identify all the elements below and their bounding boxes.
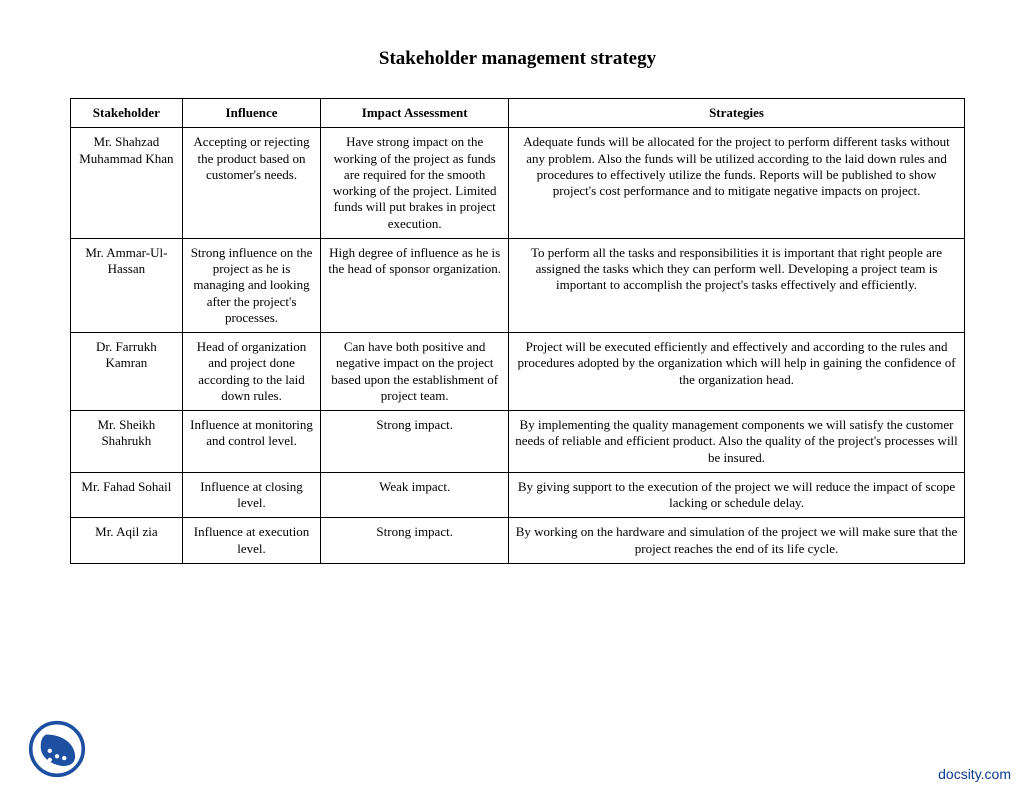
col-impact: Impact Assessment — [321, 99, 509, 128]
cell-impact: High degree of influence as he is the he… — [321, 238, 509, 332]
cell-stakeholder: Mr. Aqil zia — [71, 518, 183, 564]
table-row: Mr. Fahad Sohail Influence at closing le… — [71, 472, 965, 518]
table-row: Mr. Shahzad Muhammad Khan Accepting or r… — [71, 128, 965, 239]
cell-stakeholder: Mr. Ammar-Ul-Hassan — [71, 238, 183, 332]
footer-source-link[interactable]: docsity.com — [938, 766, 1011, 782]
cell-stakeholder: Dr. Farrukh Kamran — [71, 333, 183, 411]
stakeholder-table: Stakeholder Influence Impact Assessment … — [70, 98, 965, 564]
cell-impact: Strong impact. — [321, 518, 509, 564]
cell-influence: Influence at execution level. — [182, 518, 321, 564]
cell-influence: Influence at monitoring and control leve… — [182, 411, 321, 473]
cell-influence: Accepting or rejecting the product based… — [182, 128, 321, 239]
docsity-logo-icon — [28, 720, 86, 778]
cell-strategy: To perform all the tasks and responsibil… — [509, 238, 965, 332]
table-row: Mr. Sheikh Shahrukh Influence at monitor… — [71, 411, 965, 473]
cell-strategy: By implementing the quality management c… — [509, 411, 965, 473]
col-influence: Influence — [182, 99, 321, 128]
cell-stakeholder: Mr. Shahzad Muhammad Khan — [71, 128, 183, 239]
cell-strategy: Adequate funds will be allocated for the… — [509, 128, 965, 239]
cell-influence: Head of organization and project done ac… — [182, 333, 321, 411]
document-page: Stakeholder management strategy Stakehol… — [0, 0, 1035, 564]
cell-impact: Have strong impact on the working of the… — [321, 128, 509, 239]
cell-influence: Strong influence on the project as he is… — [182, 238, 321, 332]
table-row: Mr. Ammar-Ul-Hassan Strong influence on … — [71, 238, 965, 332]
cell-stakeholder: Mr. Fahad Sohail — [71, 472, 183, 518]
col-strategies: Strategies — [509, 99, 965, 128]
table-row: Mr. Aqil zia Influence at execution leve… — [71, 518, 965, 564]
table-header-row: Stakeholder Influence Impact Assessment … — [71, 99, 965, 128]
cell-influence: Influence at closing level. — [182, 472, 321, 518]
table-row: Dr. Farrukh Kamran Head of organization … — [71, 333, 965, 411]
cell-strategy: Project will be executed efficiently and… — [509, 333, 965, 411]
cell-impact: Strong impact. — [321, 411, 509, 473]
col-stakeholder: Stakeholder — [71, 99, 183, 128]
cell-strategy: By working on the hardware and simulatio… — [509, 518, 965, 564]
cell-impact: Can have both positive and negative impa… — [321, 333, 509, 411]
cell-impact: Weak impact. — [321, 472, 509, 518]
cell-stakeholder: Mr. Sheikh Shahrukh — [71, 411, 183, 473]
page-title: Stakeholder management strategy — [70, 48, 965, 70]
cell-strategy: By giving support to the execution of th… — [509, 472, 965, 518]
